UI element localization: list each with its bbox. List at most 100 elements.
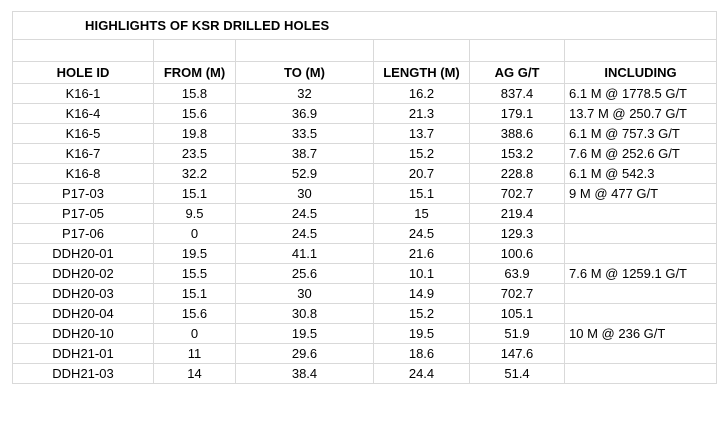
ag-cell: 837.4 xyxy=(468,83,566,104)
ag-cell: 105.1 xyxy=(468,303,566,324)
table-row: K16-7 23.5 38.7 15.2 153.2 7.6 M @ 252.6 G/T xyxy=(12,143,718,164)
hole-id-cell: DDH20-01 xyxy=(12,243,154,264)
length-cell: 19.5 xyxy=(373,323,470,344)
length-cell: 21.3 xyxy=(373,103,470,124)
table-row: DDH20-04 15.6 30.8 15.2 105.1 xyxy=(12,303,718,324)
table-row: DDH21-01 11 29.6 18.6 147.6 xyxy=(12,343,718,364)
length-cell: 15 xyxy=(373,203,470,224)
including-cell: 9 M @ 477 G/T xyxy=(564,183,718,204)
length-cell: 16.2 xyxy=(373,83,470,104)
hole-id-cell: DDH20-10 xyxy=(12,323,154,344)
including-cell xyxy=(564,343,718,364)
empty-cell xyxy=(153,39,236,62)
hole-id-cell: DDH21-01 xyxy=(12,343,154,364)
hole-id-cell: K16-8 xyxy=(12,163,154,184)
table-row: DDH20-01 19.5 41.1 21.6 100.6 xyxy=(12,243,718,264)
to-cell: 33.5 xyxy=(235,123,374,144)
from-cell: 15.1 xyxy=(153,183,236,204)
empty-cell xyxy=(564,39,718,62)
hole-id-cell: DDH20-02 xyxy=(12,263,154,284)
including-cell: 7.6 M @ 252.6 G/T xyxy=(564,143,718,164)
from-cell: 19.8 xyxy=(153,123,236,144)
from-cell: 15.1 xyxy=(153,283,236,304)
including-cell xyxy=(564,283,718,304)
length-cell: 20.7 xyxy=(373,163,470,184)
including-cell: 6.1 M @ 1778.5 G/T xyxy=(564,83,718,104)
from-cell: 0 xyxy=(153,223,236,244)
to-cell: 30 xyxy=(235,283,374,304)
length-cell: 15.2 xyxy=(373,143,470,164)
table-row: P17-06 0 24.5 24.5 129.3 xyxy=(12,223,718,244)
empty-cell xyxy=(468,39,566,62)
hole-id-cell: K16-1 xyxy=(12,83,154,104)
ag-cell: 228.8 xyxy=(468,163,566,184)
title-row: HIGHLIGHTS OF KSR DRILLED HOLES xyxy=(11,11,718,40)
ag-cell: 129.3 xyxy=(468,223,566,244)
column-header-hole-id: HOLE ID xyxy=(12,61,154,84)
including-cell: 13.7 M @ 250.7 G/T xyxy=(564,103,718,124)
table-row: DDH21-03 14 38.4 24.4 51.4 xyxy=(12,363,718,384)
drill-results-table: HIGHLIGHTS OF KSR DRILLED HOLES HOLE ID … xyxy=(11,11,718,384)
column-header-from: FROM (M) xyxy=(153,61,236,84)
ag-cell: 51.4 xyxy=(468,363,566,384)
table-row: K16-4 15.6 36.9 21.3 179.1 13.7 M @ 250.7 G/T xyxy=(12,103,718,124)
column-header-to: TO (M) xyxy=(235,61,374,84)
from-cell: 14 xyxy=(153,363,236,384)
to-cell: 24.5 xyxy=(235,223,374,244)
to-cell: 25.6 xyxy=(235,263,374,284)
table-row: K16-8 32.2 52.9 20.7 228.8 6.1 M @ 542.3 xyxy=(12,163,718,184)
including-cell: 6.1 M @ 542.3 xyxy=(564,163,718,184)
including-cell xyxy=(564,303,718,324)
including-cell: 7.6 M @ 1259.1 G/T xyxy=(564,263,718,284)
length-cell: 10.1 xyxy=(373,263,470,284)
empty-cell xyxy=(373,39,470,62)
hole-id-cell: K16-7 xyxy=(12,143,154,164)
table-row: DDH20-02 15.5 25.6 10.1 63.9 7.6 M @ 1259.1 G… xyxy=(12,263,718,284)
from-cell: 15.8 xyxy=(153,83,236,104)
column-header-length: LENGTH (M) xyxy=(373,61,470,84)
from-cell: 15.6 xyxy=(153,103,236,124)
column-header-including: INCLUDING xyxy=(564,61,718,84)
ag-cell: 702.7 xyxy=(468,283,566,304)
ag-cell: 702.7 xyxy=(468,183,566,204)
sheet-title: HIGHLIGHTS OF KSR DRILLED HOLES xyxy=(11,11,565,40)
length-cell: 24.4 xyxy=(373,363,470,384)
length-cell: 21.6 xyxy=(373,243,470,264)
table-row: DDH20-03 15.1 30 14.9 702.7 xyxy=(12,283,718,304)
length-cell: 24.5 xyxy=(373,223,470,244)
ag-cell: 100.6 xyxy=(468,243,566,264)
to-cell: 38.7 xyxy=(235,143,374,164)
ag-cell: 147.6 xyxy=(468,343,566,364)
table-row: K16-1 15.8 32 16.2 837.4 6.1 M @ 1778.5 G/T xyxy=(12,83,718,104)
empty-cell xyxy=(564,11,718,40)
blank-row xyxy=(12,39,718,62)
to-cell: 24.5 xyxy=(235,203,374,224)
length-cell: 18.6 xyxy=(373,343,470,364)
from-cell: 11 xyxy=(153,343,236,364)
length-cell: 14.9 xyxy=(373,283,470,304)
hole-id-cell: K16-5 xyxy=(12,123,154,144)
including-cell: 6.1 M @ 757.3 G/T xyxy=(564,123,718,144)
header-row: HOLE ID FROM (M) TO (M) LENGTH (M) AG G/… xyxy=(12,61,718,84)
from-cell: 32.2 xyxy=(153,163,236,184)
to-cell: 38.4 xyxy=(235,363,374,384)
hole-id-cell: DDH20-03 xyxy=(12,283,154,304)
table-row: P17-05 9.5 24.5 15 219.4 xyxy=(12,203,718,224)
length-cell: 13.7 xyxy=(373,123,470,144)
including-cell xyxy=(564,363,718,384)
length-cell: 15.1 xyxy=(373,183,470,204)
to-cell: 41.1 xyxy=(235,243,374,264)
length-cell: 15.2 xyxy=(373,303,470,324)
empty-cell xyxy=(12,39,154,62)
from-cell: 19.5 xyxy=(153,243,236,264)
spreadsheet: HIGHLIGHTS OF KSR DRILLED HOLES HOLE ID … xyxy=(11,11,718,413)
empty-cell xyxy=(235,39,374,62)
hole-id-cell: P17-06 xyxy=(12,223,154,244)
to-cell: 30.8 xyxy=(235,303,374,324)
table-row: P17-03 15.1 30 15.1 702.7 9 M @ 477 G/T xyxy=(12,183,718,204)
to-cell: 36.9 xyxy=(235,103,374,124)
table-row: DDH20-10 0 19.5 19.5 51.9 10 M @ 236 G/T xyxy=(12,323,718,344)
hole-id-cell: DDH20-04 xyxy=(12,303,154,324)
to-cell: 29.6 xyxy=(235,343,374,364)
including-cell xyxy=(564,203,718,224)
